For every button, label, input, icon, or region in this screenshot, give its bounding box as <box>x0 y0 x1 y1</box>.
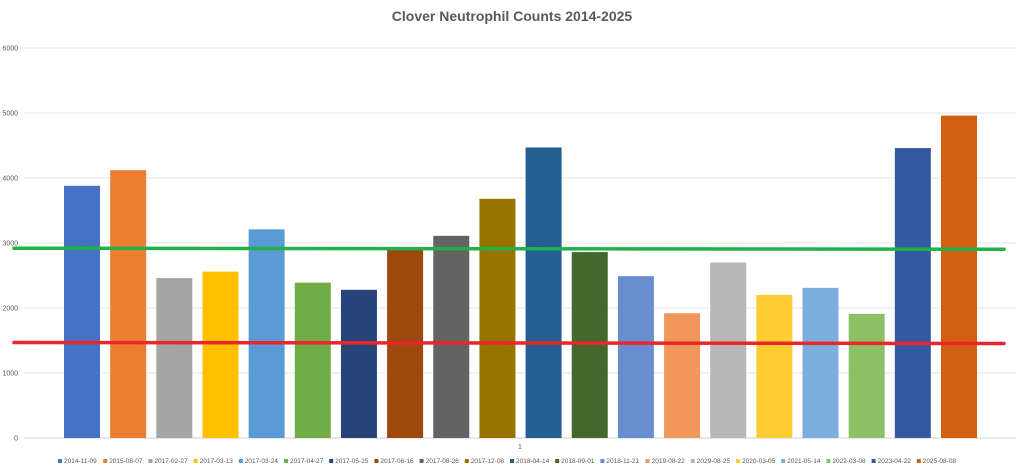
legend-label: 2017-03-24 <box>245 458 279 465</box>
legend-label: 2020-03-05 <box>742 458 776 465</box>
y-tick-label: 0 <box>14 436 18 443</box>
legend-label: 2017-06-16 <box>380 458 414 465</box>
y-tick-label: 3000 <box>2 241 18 248</box>
chart-title: Clover Neutrophil Counts 2014-2025 <box>392 8 633 24</box>
y-tick-label: 4000 <box>2 176 18 183</box>
bar-2018-04-14 <box>525 147 562 438</box>
reference-lines <box>12 246 1006 346</box>
bars <box>64 115 977 438</box>
legend-swatch <box>419 459 424 463</box>
legend: 2014-11-09 2015-08-07 2017-02-27 2017-03-13… <box>58 458 956 465</box>
legend-label: 2017-03-13 <box>200 458 234 465</box>
legend-label: 2017-04-27 <box>290 458 324 465</box>
legend-label: 2022-03-08 <box>832 458 866 465</box>
legend-label: 2017-05-25 <box>335 458 369 465</box>
bar-2017-02-27 <box>156 278 193 438</box>
legend-swatch <box>826 459 831 463</box>
legend-swatch <box>464 459 469 463</box>
x-axis-tick-labels: 1 <box>518 444 522 451</box>
legend-label: 2021-05-14 <box>787 458 821 465</box>
bar-2018-09-01 <box>571 252 608 438</box>
legend-label: 2017-02-27 <box>154 458 188 465</box>
bar-2017-08-26 <box>433 235 470 438</box>
legend-label: 2018-09-01 <box>561 458 595 465</box>
legend-swatch <box>555 459 560 463</box>
legend-swatch <box>600 459 605 463</box>
legend-label: 2017-12-08 <box>471 458 505 465</box>
legend-swatch <box>871 459 876 463</box>
bar-2017-03-13 <box>202 271 239 438</box>
bar-2019-08-22 <box>664 313 701 438</box>
legend-label: 2029-08-25 <box>697 458 731 465</box>
legend-swatch <box>103 459 108 463</box>
bar-2014-11-09 <box>64 185 100 438</box>
bar-2017-12-08 <box>479 198 516 438</box>
legend-swatch <box>238 459 243 463</box>
bar-2017-04-27 <box>294 282 331 438</box>
legend-swatch <box>193 459 198 463</box>
reference-line <box>12 340 1006 346</box>
y-axis-tick-labels: 0 1000 2000 3000 4000 5000 6000 <box>2 46 18 443</box>
bar-2017-03-24 <box>248 229 285 438</box>
legend-swatch <box>284 459 288 463</box>
legend-label: 2018-11-21 <box>606 458 639 465</box>
bar-2029-08-25 <box>710 262 747 438</box>
legend-swatch <box>690 459 695 463</box>
y-tick-label: 2000 <box>2 306 18 313</box>
legend-swatch <box>510 459 514 463</box>
legend-label: 2015-08-07 <box>109 458 143 465</box>
legend-swatch <box>916 459 921 463</box>
bar-2023-04-22 <box>894 148 931 438</box>
bar-2022-03-08 <box>848 313 885 438</box>
legend-swatch <box>736 459 740 463</box>
legend-label: 2023-04-22 <box>878 458 912 465</box>
legend-label: 2019-08-22 <box>652 458 686 465</box>
x-tick-label: 1 <box>518 444 522 451</box>
reference-line <box>12 246 1006 251</box>
bar-2017-05-25 <box>340 289 377 438</box>
bar-2015-08-07 <box>110 170 147 438</box>
legend-label: 2018-04-14 <box>516 458 550 465</box>
legend-label: 2025-08-08 <box>923 458 957 465</box>
bar-2020-03-05 <box>756 295 793 438</box>
legend-swatch <box>58 459 62 463</box>
legend-swatch <box>781 459 786 463</box>
bar-2021-05-14 <box>802 287 839 438</box>
legend-label: 2014-11-09 <box>64 458 97 465</box>
legend-label: 2017-08-26 <box>426 458 460 465</box>
legend-swatch <box>148 459 153 463</box>
bar-2025-08-08 <box>941 115 977 438</box>
y-tick-label: 6000 <box>2 46 18 53</box>
y-tick-label: 1000 <box>2 371 18 378</box>
bar-2018-11-21 <box>617 276 654 438</box>
y-tick-label: 5000 <box>2 111 18 118</box>
legend-swatch <box>645 459 650 463</box>
legend-swatch <box>329 459 334 463</box>
legend-swatch <box>374 459 379 463</box>
